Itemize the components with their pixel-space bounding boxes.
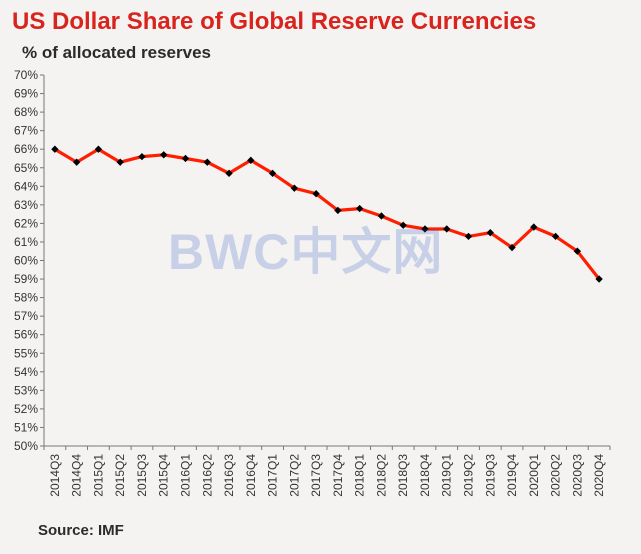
x-tick-label: 2020Q4 <box>592 454 606 497</box>
source-note: Source: IMF <box>38 522 124 539</box>
y-tick-label: 58% <box>14 291 38 305</box>
data-point <box>247 156 255 165</box>
x-tick-label: 2018Q4 <box>418 454 432 497</box>
data-point <box>486 228 494 237</box>
y-tick-label: 66% <box>14 142 38 156</box>
watermark: BWC中文网 <box>168 224 444 280</box>
x-tick-label: 2014Q3 <box>48 454 62 497</box>
x-tick-label: 2017Q2 <box>287 454 301 497</box>
x-tick-label: 2015Q4 <box>157 454 171 497</box>
data-point <box>116 158 124 166</box>
x-tick-label: 2018Q2 <box>374 454 388 497</box>
x-tick-label: 2018Q1 <box>353 454 367 497</box>
x-tick-label: 2016Q3 <box>222 454 236 497</box>
data-point <box>290 184 299 192</box>
x-tick-label: 2018Q3 <box>396 454 410 497</box>
data-point <box>595 275 603 283</box>
x-tick-label: 2017Q4 <box>331 454 345 497</box>
y-tick-label: 70% <box>14 68 38 82</box>
y-tick-label: 53% <box>14 383 38 397</box>
y-tick-label: 67% <box>14 124 38 138</box>
x-tick-label: 2020Q2 <box>549 454 563 497</box>
y-tick-label: 68% <box>14 105 38 119</box>
data-point <box>530 223 538 231</box>
x-tick-label: 2019Q3 <box>483 454 497 497</box>
x-axis-ticks: 2014Q3 2014Q4 2015Q1 2015Q2 2015Q3 2015Q4 2016… <box>43 446 611 497</box>
y-axis-ticks: 50% 51% 52% 53% 54% 55% 56% 57% 58% 59% 60% 61% 62% 6… <box>14 68 44 453</box>
x-tick-label: 2015Q3 <box>135 454 149 497</box>
data-markers <box>51 145 603 283</box>
x-tick-label: 2019Q2 <box>462 454 476 497</box>
y-tick-label: 52% <box>14 402 38 416</box>
x-tick-label: 2015Q2 <box>113 454 127 497</box>
y-tick-label: 54% <box>14 365 38 379</box>
x-tick-label: 2019Q4 <box>505 454 519 497</box>
x-tick-label: 2016Q4 <box>244 454 258 497</box>
series-line-path <box>54 147 601 280</box>
chart-subtitle: % of allocated reserves <box>22 43 211 62</box>
y-tick-label: 51% <box>14 420 38 434</box>
x-tick-label: 2020Q3 <box>570 454 584 497</box>
x-tick-label: 2020Q1 <box>527 454 541 497</box>
data-point <box>138 152 146 161</box>
y-tick-label: 62% <box>14 216 38 230</box>
x-tick-label: 2016Q2 <box>200 454 214 497</box>
data-point <box>399 221 407 229</box>
data-point <box>160 151 168 159</box>
data-point <box>312 190 320 198</box>
y-tick-label: 59% <box>14 272 38 286</box>
x-tick-label: 2017Q1 <box>266 454 280 497</box>
x-tick-label: 2015Q1 <box>91 454 105 497</box>
data-point <box>181 154 190 163</box>
y-tick-label: 56% <box>14 328 38 342</box>
series-line <box>54 147 601 280</box>
y-tick-label: 65% <box>14 161 38 175</box>
y-tick-label: 63% <box>14 198 38 212</box>
data-point <box>203 158 211 166</box>
data-point <box>268 169 277 177</box>
data-point <box>464 232 473 241</box>
y-tick-label: 57% <box>14 309 38 323</box>
y-tick-label: 50% <box>14 439 38 453</box>
data-point <box>72 158 81 166</box>
chart-title: US Dollar Share of Global Reserve Curren… <box>12 8 537 35</box>
x-tick-label: 2014Q4 <box>70 454 84 497</box>
x-tick-label: 2016Q1 <box>179 454 193 497</box>
data-point <box>573 247 582 255</box>
y-tick-label: 55% <box>14 346 38 360</box>
x-tick-label: 2019Q1 <box>440 454 454 497</box>
y-tick-label: 69% <box>14 87 38 101</box>
y-tick-label: 64% <box>14 179 38 193</box>
y-tick-label: 60% <box>14 254 38 268</box>
x-tick-label: 2017Q3 <box>309 454 323 497</box>
y-tick-label: 61% <box>14 235 38 249</box>
data-point <box>225 169 233 177</box>
